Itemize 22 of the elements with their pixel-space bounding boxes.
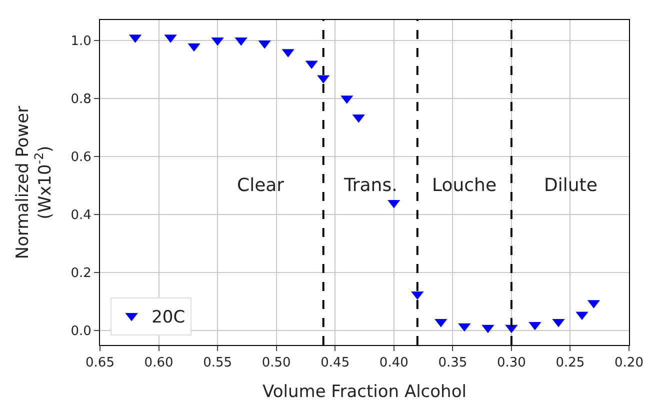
x-tick-label: 0.55 [203, 356, 232, 371]
y-tick-label: 0.4 [70, 208, 92, 223]
legend-label: 20C [152, 307, 186, 328]
x-tick-label: 0.25 [556, 356, 585, 371]
x-axis-title: Volume Fraction Alcohol [262, 382, 466, 402]
annotation: Clear [237, 175, 285, 196]
x-tick-label: 0.35 [438, 356, 468, 371]
annotation: Louche [432, 175, 497, 196]
y-tick-label: 0.0 [70, 324, 92, 340]
y-tick-label: 0.2 [70, 266, 92, 282]
annotation: Trans. [343, 175, 398, 196]
x-tick-label: 0.20 [614, 356, 644, 371]
y-tick-label: 0.6 [70, 150, 92, 165]
y-tick-label: 0.8 [70, 92, 92, 107]
annotation: Dilute [544, 175, 598, 196]
x-tick-label: 0.50 [262, 356, 291, 371]
x-tick-label: 0.60 [144, 356, 174, 371]
x-tick-label: 0.30 [496, 356, 526, 371]
x-tick-label: 0.40 [379, 356, 408, 371]
x-tick-label: 0.65 [86, 356, 114, 371]
y-tick-label: 1.0 [70, 34, 92, 49]
x-tick-label: 0.45 [320, 356, 350, 371]
